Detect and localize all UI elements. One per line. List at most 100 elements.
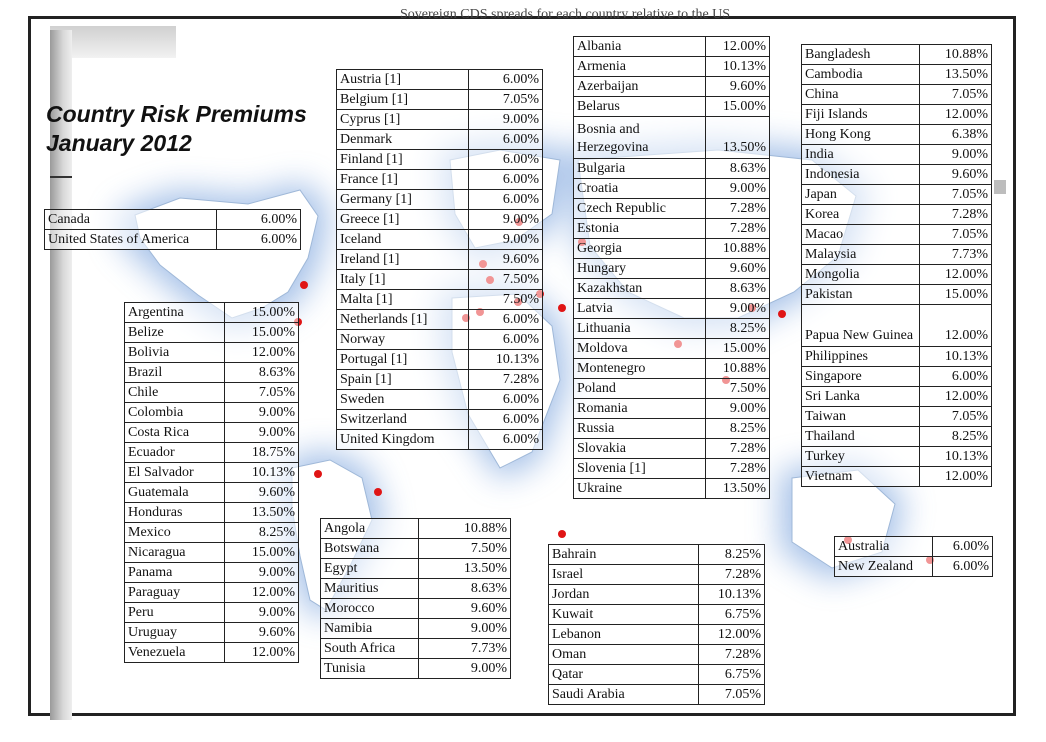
risk-premium-value: 6.75% bbox=[698, 604, 765, 625]
country-name: Slovakia bbox=[573, 438, 706, 459]
risk-premium-value: 9.60% bbox=[224, 482, 299, 503]
country-name: Kazakhstan bbox=[573, 278, 706, 299]
country-name: Turkey bbox=[801, 446, 920, 467]
risk-premium-value: 6.00% bbox=[468, 169, 543, 190]
risk-premium-value: 7.73% bbox=[418, 638, 511, 659]
table-row: Italy [1] 7.50% bbox=[336, 269, 543, 290]
country-name: Greece [1] bbox=[336, 209, 469, 230]
risk-premium-value: 18.75% bbox=[224, 442, 299, 463]
table-row: Finland [1] 6.00% bbox=[336, 149, 543, 170]
country-name: Mexico bbox=[124, 522, 225, 543]
country-name: Cyprus [1] bbox=[336, 109, 469, 130]
risk-premium-value: 8.63% bbox=[705, 278, 770, 299]
table-row: Cambodia 13.50% bbox=[801, 64, 992, 85]
risk-premium-value: 9.00% bbox=[418, 618, 511, 639]
risk-premium-value: 12.00% bbox=[919, 386, 992, 407]
country-name: Morocco bbox=[320, 598, 419, 619]
marker-south-africa bbox=[558, 530, 566, 538]
risk-premium-value: 13.50% bbox=[919, 64, 992, 85]
left-decor-bar bbox=[50, 30, 72, 720]
country-name: United States of America bbox=[44, 229, 217, 250]
risk-premium-value: 13.50% bbox=[418, 558, 511, 579]
table-row: Indonesia 9.60% bbox=[801, 164, 992, 185]
table-row: Turkey 10.13% bbox=[801, 446, 992, 467]
table-row: Israel 7.28% bbox=[548, 564, 765, 585]
risk-premium-value: 7.28% bbox=[468, 369, 543, 390]
risk-premium-value: 10.13% bbox=[705, 56, 770, 77]
country-name: France [1] bbox=[336, 169, 469, 190]
risk-premium-value: 12.00% bbox=[919, 264, 992, 285]
risk-premium-value: 7.73% bbox=[919, 244, 992, 265]
title-line-1: Country Risk Premiums bbox=[46, 101, 307, 127]
risk-premium-value: 7.28% bbox=[705, 198, 770, 219]
table-row: Ecuador 18.75% bbox=[124, 442, 299, 463]
risk-premium-value: 9.00% bbox=[919, 144, 992, 165]
country-name: Bolivia bbox=[124, 342, 225, 363]
table-western-europe: Austria [1] 6.00% Belgium [1] 7.05% Cyprus [… bbox=[336, 69, 543, 450]
country-name: Denmark bbox=[336, 129, 469, 150]
table-row: Argentina 15.00% bbox=[124, 302, 299, 323]
country-name: Georgia bbox=[573, 238, 706, 259]
table-row: Nicaragua 15.00% bbox=[124, 542, 299, 563]
table-row: Armenia 10.13% bbox=[573, 56, 770, 77]
table-row: Latvia 9.00% bbox=[573, 298, 770, 319]
risk-premium-value: 7.28% bbox=[705, 458, 770, 479]
country-name: Austria [1] bbox=[336, 69, 469, 90]
country-name: Thailand bbox=[801, 426, 920, 447]
table-row: Azerbaijan 9.60% bbox=[573, 76, 770, 97]
risk-premium-value: 8.25% bbox=[705, 418, 770, 439]
table-row: Taiwan 7.05% bbox=[801, 406, 992, 427]
country-name: El Salvador bbox=[124, 462, 225, 483]
risk-premium-value: 9.00% bbox=[418, 658, 511, 679]
risk-premium-value: 6.00% bbox=[468, 129, 543, 150]
table-row: El Salvador 10.13% bbox=[124, 462, 299, 483]
country-name: Fiji Islands bbox=[801, 104, 920, 125]
risk-premium-value: 9.60% bbox=[919, 164, 992, 185]
country-name: Sweden bbox=[336, 389, 469, 410]
country-name: Belize bbox=[124, 322, 225, 343]
risk-premium-value: 9.00% bbox=[224, 562, 299, 583]
table-row: Poland 7.50% bbox=[573, 378, 770, 399]
marker-usa bbox=[300, 281, 308, 289]
table-row: Spain [1] 7.28% bbox=[336, 369, 543, 390]
country-name: Paraguay bbox=[124, 582, 225, 603]
risk-premium-value: 7.28% bbox=[698, 564, 765, 585]
country-name: South Africa bbox=[320, 638, 419, 659]
table-row: Jordan 10.13% bbox=[548, 584, 765, 605]
table-row: United Kingdom 6.00% bbox=[336, 429, 543, 450]
risk-premium-value: 6.00% bbox=[932, 556, 993, 577]
risk-premium-value: 7.28% bbox=[698, 644, 765, 665]
risk-premium-value: 10.88% bbox=[418, 518, 511, 539]
risk-premium-value: 10.13% bbox=[698, 584, 765, 605]
country-name: Montenegro bbox=[573, 358, 706, 379]
table-row: Saudi Arabia 7.05% bbox=[548, 684, 765, 705]
risk-premium-value: 6.00% bbox=[468, 329, 543, 350]
country-name: Cambodia bbox=[801, 64, 920, 85]
table-row: Colombia 9.00% bbox=[124, 402, 299, 423]
table-row: Philippines 10.13% bbox=[801, 346, 992, 367]
country-name: Ireland [1] bbox=[336, 249, 469, 270]
risk-premium-value: 9.00% bbox=[705, 298, 770, 319]
country-name: Sri Lanka bbox=[801, 386, 920, 407]
risk-premium-value: 9.60% bbox=[705, 76, 770, 97]
table-row: Georgia 10.88% bbox=[573, 238, 770, 259]
risk-premium-value: 12.00% bbox=[698, 624, 765, 645]
table-row: Peru 9.00% bbox=[124, 602, 299, 623]
table-row: Ireland [1] 9.60% bbox=[336, 249, 543, 270]
risk-premium-value: 12.00% bbox=[705, 36, 770, 57]
marker-japan bbox=[778, 310, 786, 318]
table-row: France [1] 6.00% bbox=[336, 169, 543, 190]
risk-premium-value: 9.60% bbox=[468, 249, 543, 270]
risk-premium-value: 8.63% bbox=[705, 158, 770, 179]
country-name: Singapore bbox=[801, 366, 920, 387]
table-row: Hong Kong 6.38% bbox=[801, 124, 992, 145]
country-name: Korea bbox=[801, 204, 920, 225]
table-row: Greece [1] 9.00% bbox=[336, 209, 543, 230]
risk-premium-value: 7.05% bbox=[224, 382, 299, 403]
table-row: Austria [1] 6.00% bbox=[336, 69, 543, 90]
risk-premium-value: 9.00% bbox=[224, 422, 299, 443]
country-name: Chile bbox=[124, 382, 225, 403]
country-name: Germany [1] bbox=[336, 189, 469, 210]
table-row: Netherlands [1] 6.00% bbox=[336, 309, 543, 330]
table-row: Thailand 8.25% bbox=[801, 426, 992, 447]
